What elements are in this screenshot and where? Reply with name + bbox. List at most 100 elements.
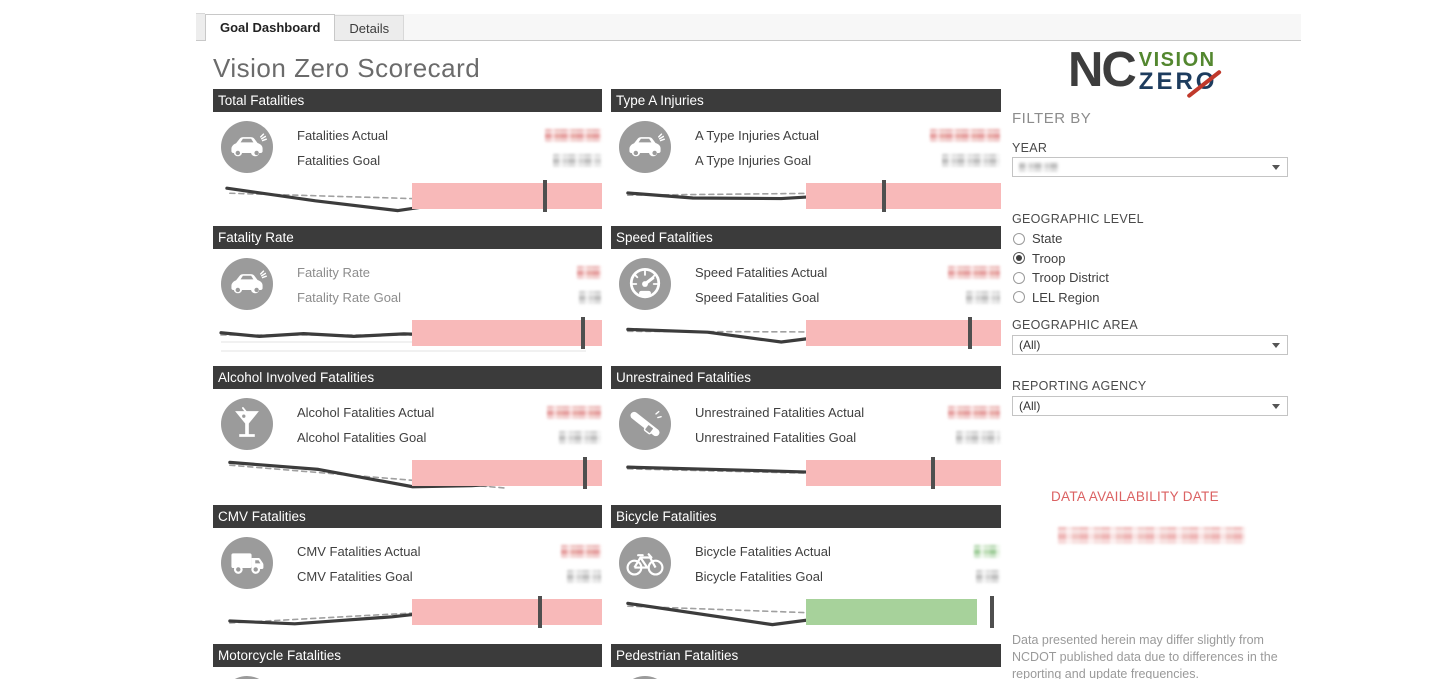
metric-label: A Type Injuries Actual	[695, 128, 820, 143]
radio-option-label[interactable]: LEL Region	[1032, 289, 1100, 305]
radio-unselected-icon[interactable]	[1013, 271, 1025, 284]
metric-card-title: Unrestrained Fatalities	[611, 366, 1001, 389]
card-icon-use	[231, 134, 266, 156]
metric-row: Speed Fatalities Goal	[695, 285, 1000, 310]
metric-label: Bicycle Fatalities Goal	[695, 569, 823, 584]
goal-bullet-chart[interactable]	[412, 180, 602, 212]
card-icon-use	[628, 554, 663, 574]
metric-row: Fatalities Goal	[297, 148, 601, 173]
seatbelt-icon	[619, 398, 671, 450]
geographic-level-label: GEOGRAPHIC LEVEL	[1012, 212, 1144, 226]
bullet-bar-fill[interactable]	[806, 460, 1001, 486]
metric-card-total-fatalities: Total Fatalities Fatalities Actual Fatali…	[213, 89, 602, 222]
reporting-agency-label: REPORTING AGENCY	[1012, 379, 1147, 393]
goal-bullet-chart[interactable]	[412, 596, 602, 628]
bullet-bar-fill[interactable]	[412, 320, 602, 346]
metric-redacted-value	[942, 154, 1000, 167]
metric-row: Unrestrained Fatalities Goal	[695, 425, 1000, 450]
year-dropdown[interactable]	[1012, 157, 1288, 177]
bullet-bar-fill[interactable]	[412, 599, 602, 625]
geographic-area-value: (All)	[1019, 338, 1041, 352]
goal-reference-tick	[582, 457, 587, 489]
data-availability-heading: DATA AVAILABILITY DATE	[1051, 489, 1219, 504]
radio-option-label[interactable]: Troop District	[1032, 270, 1109, 285]
bullet-bar-fill[interactable]	[806, 183, 1001, 209]
car-crash-icon	[221, 258, 273, 310]
metric-label: Alcohol Fatalities Actual	[297, 405, 435, 420]
goal-reference-tick	[990, 596, 995, 628]
goal-reference-tick	[930, 457, 935, 489]
goal-bullet-chart[interactable]	[806, 180, 1001, 212]
metric-redacted-value	[579, 291, 601, 304]
radio-unselected-icon[interactable]	[1013, 291, 1025, 303]
goal-reference-tick	[967, 317, 972, 349]
metric-row: CMV Fatalities Actual	[297, 539, 601, 564]
tab-details[interactable]: Details	[335, 15, 405, 40]
metric-label: Fatalities Actual	[297, 128, 389, 143]
metric-redacted-value	[974, 545, 1000, 558]
metric-redacted-value	[559, 431, 601, 444]
speedometer-icon	[619, 258, 671, 310]
metric-row: Unrestrained Fatalities Actual	[695, 400, 1000, 425]
bullet-bar-fill[interactable]	[412, 460, 602, 486]
chevron-down-icon[interactable]	[1272, 165, 1280, 170]
metric-redacted-value	[948, 406, 1000, 419]
metric-label: CMV Fatalities Goal	[297, 569, 413, 584]
geographic-level-option-lel-region[interactable]: LEL Region	[1013, 290, 1099, 305]
bullet-bar-fill[interactable]	[412, 183, 602, 209]
metric-label: Alcohol Fatalities Goal	[297, 430, 427, 445]
metric-redacted-value	[577, 266, 601, 279]
metric-redacted-value	[545, 129, 601, 142]
radio-selected-icon[interactable]	[1013, 252, 1025, 264]
pedestrian-icon	[619, 676, 671, 679]
goal-bullet-chart[interactable]	[412, 457, 602, 489]
bullet-bar-fill[interactable]	[806, 599, 977, 625]
reporting-agency-dropdown[interactable]: (All)	[1012, 396, 1288, 416]
metric-card-pedestrian-fatalities: Pedestrian Fatalities	[611, 644, 1001, 679]
metric-card-motorcycle-fatalities: Motorcycle Fatalities	[213, 644, 602, 679]
filter-by-heading: FILTER BY	[1012, 110, 1092, 127]
goal-bullet-chart[interactable]	[806, 317, 1001, 349]
goal-reference-tick	[543, 180, 547, 212]
radio-option-label[interactable]: Troop	[1032, 250, 1066, 266]
geographic-level-option-troop-district[interactable]: Troop District	[1013, 270, 1109, 285]
goal-bullet-chart[interactable]	[806, 596, 1001, 628]
metric-row: Bicycle Fatalities Actual	[695, 539, 1000, 564]
metric-label: Fatalities Goal	[297, 153, 381, 168]
metric-label: Fatality Rate	[297, 265, 370, 280]
card-icon-use	[629, 134, 664, 156]
year-label: YEAR	[1012, 141, 1048, 155]
tab-bar: Goal Dashboard Details	[196, 13, 1301, 41]
goal-bullet-chart[interactable]	[806, 457, 1001, 489]
chevron-down-icon[interactable]	[1272, 404, 1280, 409]
geographic-level-option-troop[interactable]: Troop	[1013, 251, 1065, 266]
card-icon-use	[231, 553, 263, 572]
metric-row: Bicycle Fatalities Goal	[695, 564, 1000, 589]
metric-card-title: CMV Fatalities	[213, 505, 602, 528]
card-icon-use	[235, 408, 259, 437]
tab-goal-dashboard[interactable]: Goal Dashboard	[205, 14, 336, 41]
metric-redacted-value	[567, 570, 601, 583]
metric-label: CMV Fatalities Actual	[297, 544, 421, 559]
goal-bullet-chart[interactable]	[412, 317, 602, 349]
chevron-down-icon[interactable]	[1272, 343, 1280, 348]
metric-card-alcohol-involved-fatalities: Alcohol Involved Fatalities Alcohol Fata…	[213, 366, 602, 499]
metric-card-title: Alcohol Involved Fatalities	[213, 366, 602, 389]
metric-redacted-value	[930, 129, 1000, 142]
metric-redacted-value	[547, 406, 601, 419]
geographic-area-dropdown[interactable]: (All)	[1012, 335, 1288, 355]
metric-label: Unrestrained Fatalities Goal	[695, 430, 857, 445]
goal-reference-tick	[581, 317, 585, 349]
radio-unselected-icon[interactable]	[1013, 232, 1025, 245]
metric-card-title: Speed Fatalities	[611, 226, 1001, 249]
metric-card-type-a-injuries: Type A Injuries A Type Injuries Actual A …	[611, 89, 1001, 222]
card-icon-use	[231, 271, 266, 293]
metric-redacted-value	[956, 431, 1000, 444]
metric-redacted-value	[553, 154, 601, 167]
geographic-level-option-state[interactable]: State	[1013, 231, 1062, 246]
martini-glass-icon	[221, 398, 273, 450]
radio-option-label[interactable]: State	[1032, 231, 1063, 246]
year-dropdown-redacted-value	[1019, 162, 1059, 172]
metric-card-speed-fatalities: Speed Fatalities Speed Fatalities Actual…	[611, 226, 1001, 359]
